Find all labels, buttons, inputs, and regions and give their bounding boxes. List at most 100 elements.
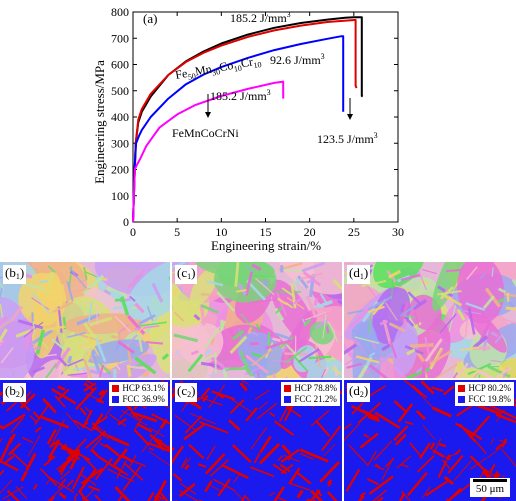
series-line-2 (132, 18, 358, 223)
panel-label-d1: (d1) (347, 265, 371, 284)
phase-lath (94, 457, 113, 481)
phase-lath (445, 454, 452, 461)
phase-lath (54, 395, 66, 408)
phase-lath (442, 459, 451, 469)
phase-lath (43, 460, 50, 467)
grain (367, 305, 385, 314)
grain (391, 279, 394, 299)
phase-lath (469, 433, 487, 455)
x-tick-label: 0 (130, 225, 136, 239)
grain (292, 279, 298, 291)
phase-lath (78, 472, 97, 486)
phase-lath (98, 389, 105, 396)
grain (76, 313, 100, 326)
grain (415, 365, 424, 374)
grain (85, 340, 97, 361)
grain (126, 262, 170, 321)
grain (210, 356, 229, 372)
annotation-fe50-alloy: Fe50Mn30Co10Cr10 (174, 53, 262, 84)
phase-lath (212, 478, 235, 491)
grain (0, 347, 14, 364)
grain (344, 262, 354, 265)
phase-lath (122, 465, 142, 492)
grain (197, 353, 218, 363)
phase-lath (281, 444, 292, 455)
grain (275, 306, 283, 314)
grain (58, 364, 62, 378)
panel-label-c2: (c2) (175, 383, 198, 402)
grain (383, 364, 390, 378)
phase-lath (94, 494, 102, 501)
grain (0, 304, 4, 318)
grain (354, 336, 380, 344)
phase-lath (501, 438, 508, 448)
grain (206, 280, 224, 287)
x-tick-label: 20 (304, 225, 316, 239)
grain (332, 278, 342, 292)
phase-lath (148, 447, 154, 451)
grain (210, 337, 215, 345)
grain (98, 364, 104, 378)
phase-lath (288, 467, 301, 485)
grain (265, 339, 292, 350)
grain (467, 307, 476, 335)
grain (189, 267, 218, 307)
y-tick-label: 200 (111, 163, 129, 177)
legend-hcp-d2: HCP 80.2% (458, 383, 511, 394)
grain (467, 362, 492, 376)
fcc-swatch (112, 396, 120, 403)
phase-lath (449, 453, 456, 458)
fcc-swatch (458, 396, 466, 403)
panel-label-d2: (d2) (347, 383, 371, 402)
phase-lath (92, 421, 115, 441)
ipf-texture-b1 (0, 262, 170, 378)
phase-lath (29, 415, 37, 423)
phase-lath (133, 429, 150, 446)
grain (96, 304, 98, 326)
grain (325, 325, 330, 334)
x-tick-label: 25 (348, 225, 360, 239)
scale-bar-line (473, 479, 507, 482)
phase-lath (403, 380, 428, 399)
grain (257, 371, 260, 378)
phase-lath (153, 438, 166, 452)
grain (120, 296, 130, 316)
phase-lath (274, 420, 295, 436)
phase-lath (447, 454, 464, 474)
grain (424, 338, 443, 362)
phase-lath (285, 405, 302, 418)
grain (245, 265, 255, 273)
phase-lath (344, 423, 352, 430)
y-tick-label: 700 (111, 31, 129, 45)
phase-lath (367, 415, 380, 423)
grain (83, 266, 88, 281)
grain (113, 368, 117, 378)
y-tick-label: 800 (111, 5, 129, 19)
grain (413, 321, 422, 329)
phase-lath (121, 410, 148, 426)
grain (174, 288, 178, 296)
phase-lath (326, 479, 333, 485)
y-axis-label: Engineering stress/MPa (92, 60, 107, 184)
grain (47, 265, 56, 273)
grain (89, 353, 157, 378)
grain (72, 287, 92, 293)
phase-lath (209, 459, 229, 477)
phase-lath (118, 454, 146, 467)
phase-lath (231, 399, 253, 413)
phase-lath (47, 484, 66, 501)
phase-lath (200, 387, 211, 399)
grain (240, 313, 257, 332)
grain (319, 293, 329, 306)
grain (305, 295, 318, 319)
phase-lath (190, 413, 216, 425)
phase-lath (431, 406, 452, 418)
y-tick-label: 600 (111, 58, 129, 72)
phase-lath (409, 442, 423, 458)
grain (251, 348, 273, 367)
grain (274, 307, 285, 322)
phase-lath (96, 416, 108, 425)
annotation-185-cantor: 185.2 J/mm3 (210, 88, 271, 103)
